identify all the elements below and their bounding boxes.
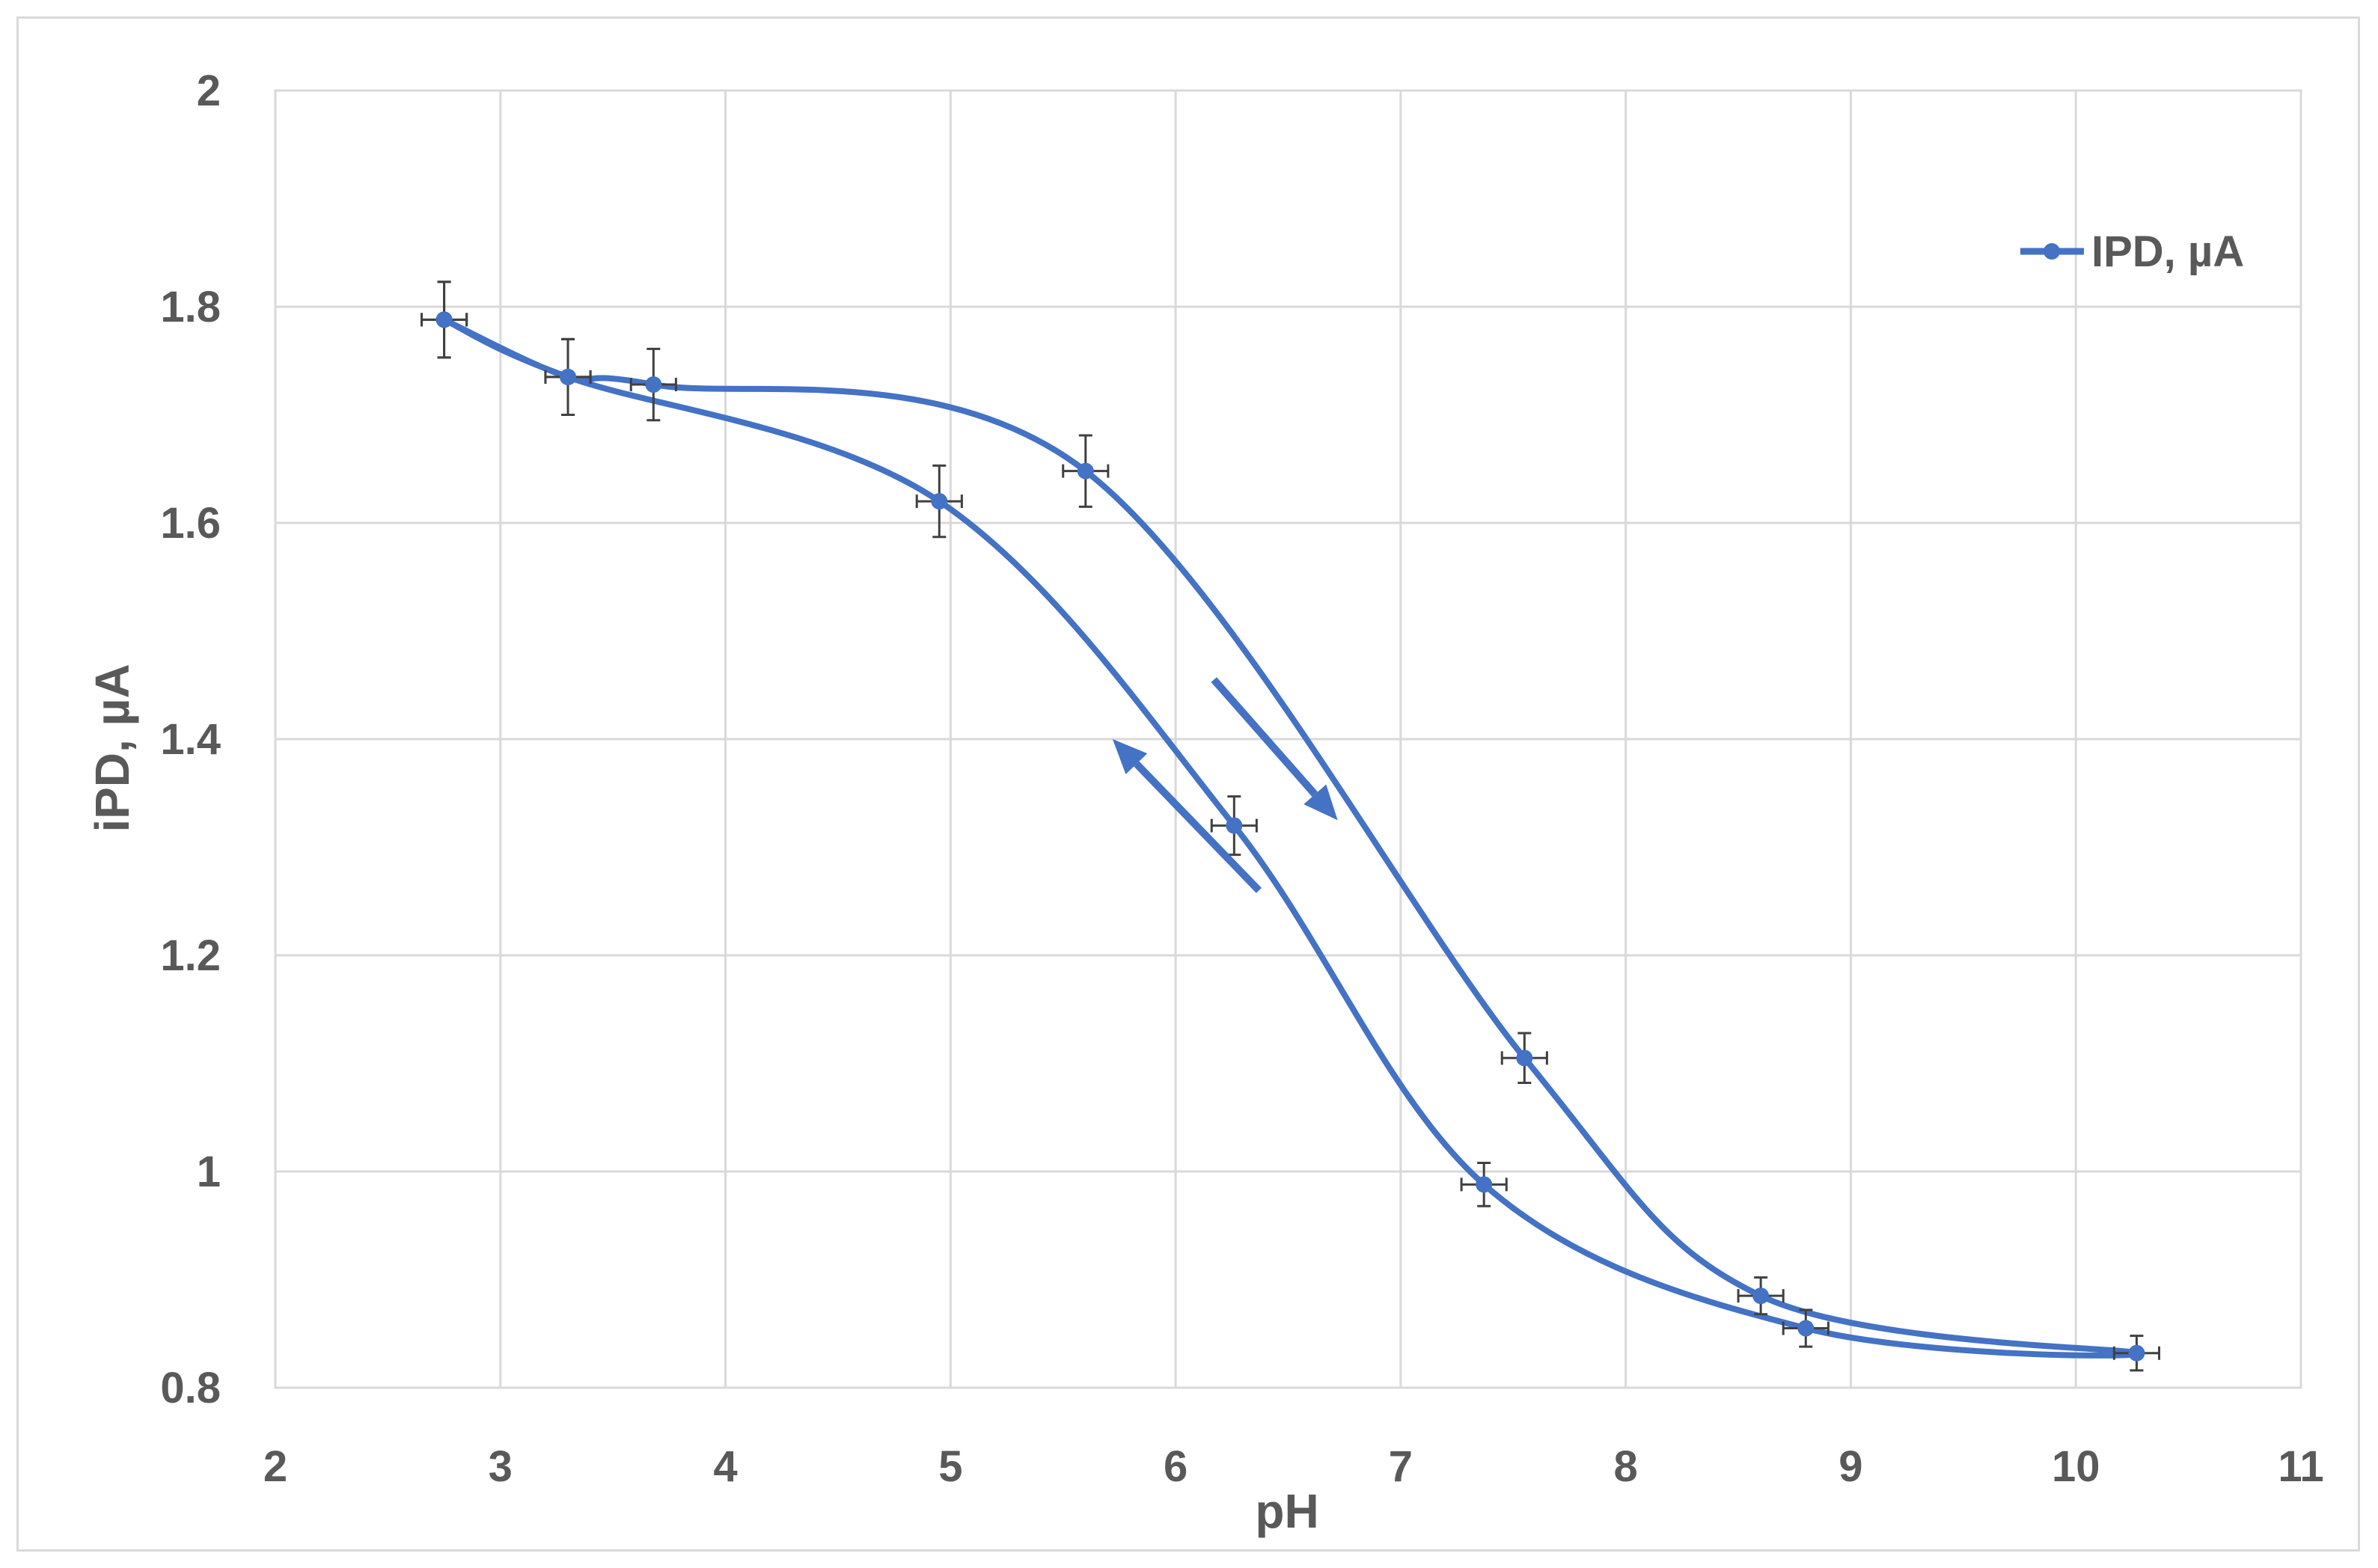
direction-arrows [1112, 677, 1338, 893]
chart-frame [16, 16, 2360, 1552]
arrow-head [1112, 739, 1148, 774]
legend: IPD, µA [2020, 227, 2244, 276]
x-tick-labels: 2 3 4 5 6 7 8 9 10 11 [263, 1442, 2324, 1491]
data-point [1797, 1320, 1815, 1337]
data-point [1516, 1050, 1533, 1067]
data-point [435, 311, 453, 328]
direction-arrow-down-right [1211, 677, 1338, 821]
y-tick-label: 1.6 [160, 499, 221, 548]
x-tick-label: 8 [1614, 1442, 1638, 1491]
x-tick-label: 10 [2052, 1442, 2100, 1491]
series-curve-group [442, 316, 2140, 1359]
data-point [645, 376, 662, 393]
y-tick-label: 2 [197, 67, 221, 115]
data-point [1752, 1287, 1770, 1305]
y-tick-label: 1.8 [160, 283, 221, 331]
error-bars [421, 281, 2161, 1372]
x-tick-label: 5 [938, 1442, 962, 1491]
x-tick-label: 4 [713, 1442, 737, 1491]
plot-border [274, 89, 2302, 1389]
y-tick-label: 1.2 [160, 931, 221, 980]
arrow-shaft [1211, 677, 1318, 797]
data-point [1476, 1176, 1493, 1193]
legend-marker [2044, 243, 2060, 260]
series-line-ipd [442, 316, 2140, 1359]
y-axis-title: iPD, µA [85, 664, 139, 832]
data-point [560, 368, 577, 385]
x-tick-label: 3 [489, 1442, 513, 1491]
data-point [1077, 462, 1094, 480]
arrow-shaft [1134, 761, 1262, 893]
legend-label: IPD, µA [2091, 227, 2244, 276]
data-points [435, 311, 2145, 1362]
x-axis-title: pH [1255, 1484, 1318, 1538]
y-tick-labels: 0.8 1 1.2 1.4 1.6 1.8 2 [160, 67, 221, 1412]
gridlines [274, 89, 2302, 1389]
direction-arrow-up-left [1112, 739, 1262, 893]
x-tick-label: 11 [2278, 1442, 2323, 1491]
arrow-head [1303, 784, 1338, 821]
y-tick-label: 1 [197, 1148, 221, 1196]
data-point [931, 493, 948, 510]
x-tick-label: 2 [263, 1442, 287, 1491]
data-point [1226, 817, 1243, 834]
x-tick-label: 9 [1838, 1442, 1862, 1491]
y-tick-label: 0.8 [160, 1364, 221, 1412]
x-tick-label: 6 [1164, 1442, 1188, 1491]
y-tick-label: 1.4 [160, 715, 221, 764]
x-tick-label: 7 [1389, 1442, 1413, 1491]
data-point [2128, 1344, 2145, 1362]
